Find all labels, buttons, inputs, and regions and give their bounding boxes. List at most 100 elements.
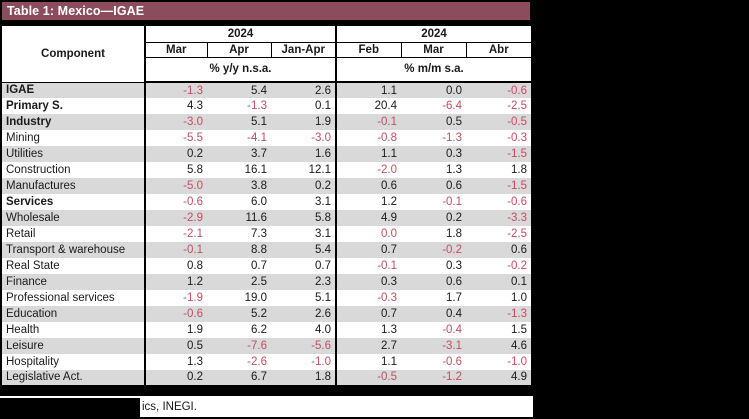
value-cell: 1.6: [271, 146, 338, 162]
col-header-apr-yoy: Apr: [206, 41, 272, 58]
value-cell: -1.5: [507, 180, 528, 192]
value-cell: -2.9: [183, 212, 203, 224]
value-cell: 0.7: [271, 258, 338, 274]
value-cell: 16.1: [244, 164, 267, 176]
value-cell: 4.9: [511, 371, 528, 384]
row-label: Wholesale: [1, 210, 146, 226]
value-cell: 0.3: [446, 148, 463, 160]
value-cell: -4.1: [247, 132, 267, 144]
value-cell: -0.8: [377, 132, 398, 144]
value-cell: -0.3: [507, 132, 528, 144]
table-row: Retail -2.1 7.3 3.1 0.0 1.8 -2.5: [1, 226, 532, 242]
value-cell: -0.6: [507, 84, 528, 97]
value-cell: 0.2: [187, 148, 203, 160]
value-cell: -2.1: [183, 228, 203, 240]
value-cell: -3.0: [183, 116, 203, 128]
value-cell: 0.7: [251, 260, 267, 272]
row-label: Mining: [1, 130, 146, 146]
component-column-header: Component: [1, 25, 146, 83]
value-cell: 8.8: [251, 244, 267, 256]
value-cell: -0.2: [442, 244, 463, 256]
value-cell: 1.8: [511, 164, 528, 176]
value-cell: -3.0: [271, 130, 338, 146]
value-cell: 4.6: [511, 340, 528, 352]
year-header-yoy: 2024: [145, 25, 338, 43]
table-row: Finance 1.2 2.5 2.3 0.3 0.6 0.1: [1, 274, 533, 290]
table-row: Professional services -1.9 19.0 5.1 -0.3 1.7…: [1, 290, 532, 306]
value-cell: 0.6: [446, 180, 463, 192]
value-cell: 11.6: [245, 212, 267, 224]
row-label: Retail: [1, 226, 146, 242]
value-cell: 6.7: [251, 371, 267, 384]
value-cell: 3.8: [251, 180, 267, 192]
value-cell: -1.5: [507, 148, 528, 160]
table-row: Education -0.6 5.2 2.6 0.7 0.4 -1.3: [1, 306, 533, 322]
value-cell: -0.3: [377, 292, 398, 304]
row-label: Transport & warehouse: [1, 242, 146, 258]
table-row: Manufactures -5.0 3.8 0.2 0.6 0.6 -1.5: [1, 178, 533, 194]
value-cell: 0.3: [446, 260, 463, 272]
row-label: Professional services: [1, 290, 146, 306]
value-cell: 0.7: [381, 244, 398, 256]
value-cell: -0.6: [183, 308, 203, 320]
table-row: Health 1.9 6.2 4.0 1.3 -0.4 1.5: [1, 322, 532, 338]
col-header-feb-mom: Feb: [335, 41, 402, 58]
value-cell: -3.1: [442, 340, 463, 352]
table-row: Wholesale -2.9 11.6 5.8 4.9 0.2 -3.3: [1, 210, 533, 226]
value-cell: 0.3: [381, 276, 398, 288]
row-label: Construction: [1, 162, 146, 178]
igae-data-table: Component 2024 2024 Mar Apr Jan-Apr Feb …: [0, 24, 534, 388]
table-body: IGAE -1.3 5.4 2.6 1.1 0.0 -0.6 Primary S. 4.3…: [1, 82, 533, 386]
value-cell: 0.5: [446, 116, 463, 128]
table-row: Transport & warehouse -0.1 8.8 5.4 0.7 -0.2 0…: [1, 242, 533, 258]
value-cell: 0.1: [511, 276, 528, 288]
value-cell: 5.2: [251, 308, 267, 320]
value-cell: -1.2: [442, 371, 463, 384]
table-row: Real State 0.8 0.7 0.7 -0.1 0.3 -0.2: [1, 258, 532, 274]
table-title: Table 1: Mexico—IGAE: [7, 4, 145, 18]
row-label: Real State: [1, 258, 146, 274]
table-row: Services -0.6 6.0 3.1 1.2 -0.1 -0.6: [1, 194, 532, 210]
value-cell: 19.0: [244, 292, 267, 304]
row-label: Legislative Act.: [1, 370, 146, 386]
value-cell: -0.5: [377, 371, 398, 384]
value-cell: 6.2: [251, 324, 267, 336]
value-cell: -1.3: [183, 84, 203, 97]
table-title-bar: Table 1: Mexico—IGAE: [0, 0, 532, 22]
value-cell: 0.6: [381, 180, 398, 192]
value-cell: 2.6: [271, 306, 338, 322]
value-cell: 0.0: [381, 228, 398, 240]
footer-strip: ics, INEGI.: [0, 396, 533, 417]
value-cell: -0.6: [442, 356, 463, 368]
col-header-abr-mom: Abr: [465, 41, 533, 58]
redaction-box: [0, 398, 140, 417]
row-label: Services: [1, 194, 146, 210]
year-header-mom: 2024: [336, 25, 533, 43]
value-cell: -1.3: [442, 132, 463, 144]
value-cell: -0.4: [442, 324, 463, 336]
value-cell: 5.1: [251, 116, 267, 128]
table-row: Legislative Act. 0.2 6.7 1.8 -0.5 -1.2 4.9: [1, 370, 533, 386]
value-cell: 2.7: [381, 340, 398, 352]
row-label: Industry: [1, 114, 146, 130]
value-cell: 6.0: [251, 196, 267, 208]
col-header-janapr-yoy: Jan-Apr: [270, 41, 338, 58]
value-cell: 12.1: [271, 162, 338, 178]
value-cell: -0.6: [507, 196, 528, 208]
value-cell: 7.3: [251, 228, 267, 240]
value-cell: 0.0: [446, 84, 463, 97]
row-label: IGAE: [1, 82, 146, 98]
table-row: Utilities 0.2 3.7 1.6 1.1 0.3 -1.5: [1, 146, 533, 162]
value-cell: 1.2: [187, 276, 203, 288]
table-row: Leisure 0.5 -7.6 -5.6 2.7 -3.1 4.6: [1, 338, 533, 354]
table-row: IGAE -1.3 5.4 2.6 1.1 0.0 -0.6: [1, 82, 533, 98]
value-cell: -1.3: [247, 100, 267, 112]
value-cell: -3.3: [507, 212, 528, 224]
table-row: Industry -3.0 5.1 1.9 -0.1 0.5 -0.5: [1, 114, 533, 130]
value-cell: 0.2: [187, 371, 203, 384]
value-cell: -5.0: [183, 180, 203, 192]
value-cell: -0.5: [507, 116, 528, 128]
value-cell: 1.0: [511, 292, 528, 304]
value-cell: -2.6: [247, 356, 267, 368]
value-cell: 3.7: [251, 148, 267, 160]
